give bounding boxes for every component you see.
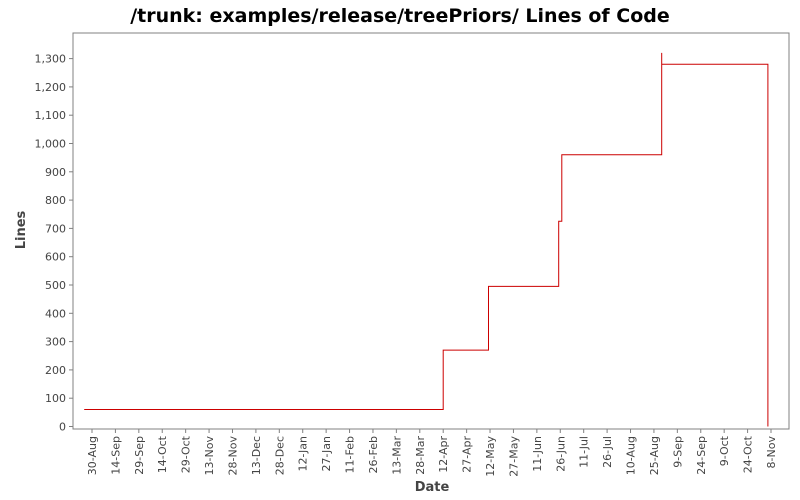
plot-area xyxy=(72,32,790,430)
x-tick-label: 29-Sep xyxy=(133,436,146,475)
y-tick-label: 900 xyxy=(45,166,66,179)
y-tick-label: 1,300 xyxy=(35,53,67,66)
x-tick-label: 26-Feb xyxy=(367,436,380,473)
x-tick-label: 28-Nov xyxy=(226,436,239,476)
x-tick-label: 26-Jun xyxy=(554,436,567,472)
x-tick-label: 25-Aug xyxy=(648,436,661,475)
x-tick-label: 26-Jul xyxy=(601,436,614,468)
series-layer xyxy=(84,52,769,427)
y-tick-label: 1,200 xyxy=(35,81,67,94)
y-tick-label: 200 xyxy=(45,364,66,377)
x-tick-label: 30-Aug xyxy=(86,436,99,475)
x-tick-label: 12-Jan xyxy=(297,436,310,472)
x-tick-label: 13-Mar xyxy=(390,436,403,475)
x-axis-title: Date xyxy=(415,480,450,495)
x-tick-label: 8-Nov xyxy=(765,436,778,469)
x-tick-label: 9-Sep xyxy=(671,436,684,468)
y-axis: 0 100 200 300 400 500 600 700 800 900 1,000 1,100 1,… xyxy=(35,53,73,434)
x-tick-label: 24-Oct xyxy=(742,435,755,473)
y-tick-label: 800 xyxy=(45,194,66,207)
x-tick-label: 9-Oct xyxy=(718,435,731,466)
x-tick-label: 13-Dec xyxy=(250,436,263,475)
x-tick-label: 12-Apr xyxy=(437,436,450,473)
x-tick-label: 27-Jan xyxy=(320,436,333,472)
x-tick-label: 24-Sep xyxy=(695,436,708,475)
x-tick-label: 11-Jul xyxy=(578,436,591,468)
series-line xyxy=(84,52,769,427)
x-tick-label: 14-Oct xyxy=(156,435,169,473)
x-tick-label: 28-Dec xyxy=(273,436,286,475)
x-tick-label: 29-Oct xyxy=(180,435,193,473)
y-axis-title: Lines xyxy=(14,210,29,249)
x-tick-label: 12-May xyxy=(484,436,497,477)
y-tick-label: 400 xyxy=(45,307,66,320)
y-tick-label: 500 xyxy=(45,279,66,292)
y-tick-label: 1,000 xyxy=(35,138,67,151)
y-tick-label: 700 xyxy=(45,222,66,235)
x-tick-label: 11-Jun xyxy=(531,436,544,472)
x-tick-label: 13-Nov xyxy=(203,436,216,476)
y-tick-label: 100 xyxy=(45,392,66,405)
chart-title: /trunk: examples/release/treePriors/ Lin… xyxy=(130,5,670,27)
x-tick-label: 27-May xyxy=(507,436,520,477)
y-tick-label: 1,100 xyxy=(35,109,67,122)
x-tick-label: 27-Apr xyxy=(461,436,474,473)
x-tick-label: 14-Sep xyxy=(109,436,122,475)
y-tick-label: 600 xyxy=(45,251,66,264)
x-tick-label: 28-Mar xyxy=(414,436,427,475)
x-tick-label: 10-Aug xyxy=(625,436,638,475)
y-tick-label: 0 xyxy=(59,421,66,434)
x-axis: 30-Aug 14-Sep 29-Sep 14-Oct 29-Oct 13-Nov 28-N… xyxy=(86,429,778,477)
y-tick-label: 300 xyxy=(45,336,66,349)
x-tick-label: 11-Feb xyxy=(344,436,357,473)
